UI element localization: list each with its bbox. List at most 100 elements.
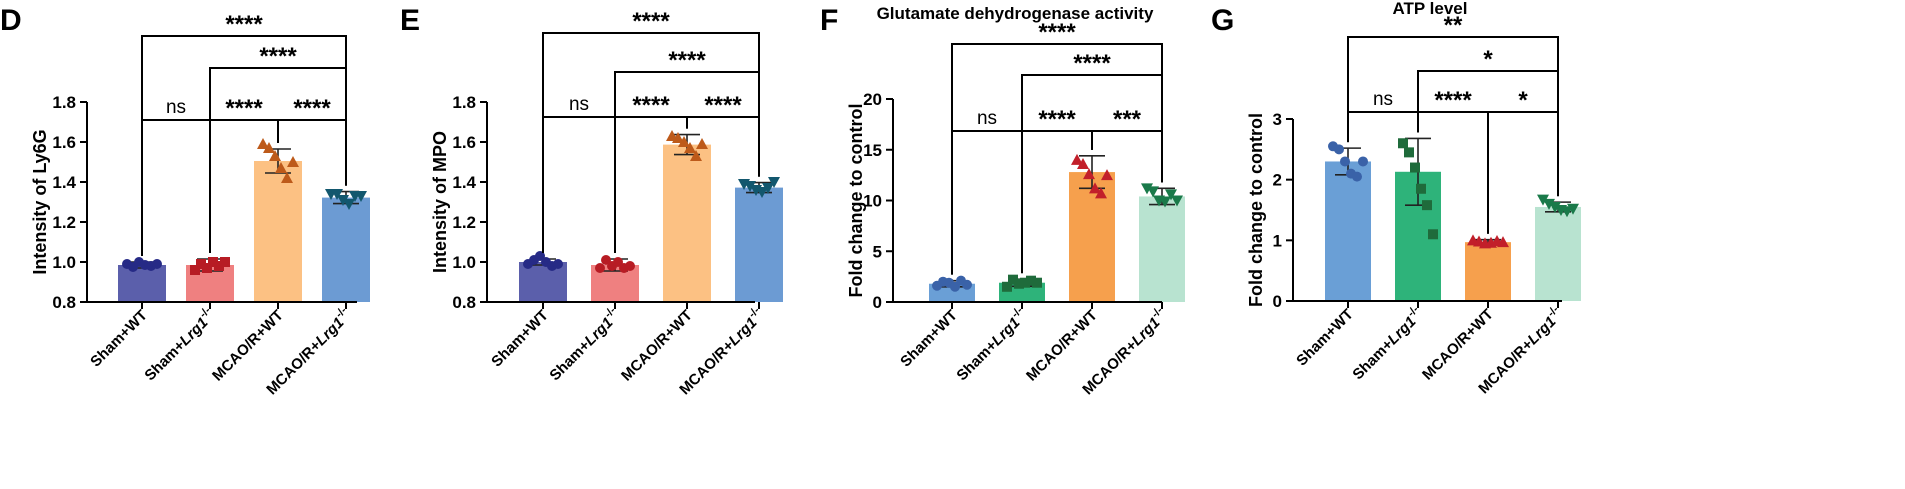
significance-bracket xyxy=(1487,111,1559,234)
category-label: Sham+Lrg1-/- xyxy=(139,304,219,384)
panel-letter: G xyxy=(1211,4,1234,37)
y-axis-label: Fold change to control xyxy=(1246,113,1266,307)
significance-label: ns xyxy=(977,108,997,129)
significance-label: **** xyxy=(225,95,263,122)
y-axis-label: Intensity of Ly6G xyxy=(30,129,50,274)
data-point xyxy=(672,132,684,143)
y-tick-label: 1 xyxy=(1273,231,1282,250)
category-main: MCAO/R+ xyxy=(676,337,737,398)
y-axis-label: Fold change to control xyxy=(846,104,866,298)
category-label: Sham+WT xyxy=(488,307,552,371)
data-point xyxy=(696,138,708,149)
y-tick-label: 1.2 xyxy=(52,213,76,232)
y-tick-label: 10 xyxy=(863,192,882,211)
data-point xyxy=(1404,147,1414,158)
category-label: Sham+Lrg1-/- xyxy=(1347,303,1427,383)
data-point xyxy=(343,199,355,210)
data-point xyxy=(1083,168,1095,180)
data-point xyxy=(1147,186,1159,198)
significance-bracket xyxy=(1091,130,1163,183)
data-point xyxy=(1537,194,1549,206)
significance-label: **** xyxy=(632,8,670,35)
category-main: MCAO/R+WT xyxy=(1023,307,1101,385)
data-point xyxy=(1543,198,1555,210)
data-point xyxy=(196,259,206,269)
data-point xyxy=(1428,229,1438,240)
category-label: MCAO/R+WT xyxy=(209,307,287,385)
significance-label: **** xyxy=(668,47,706,74)
data-point xyxy=(1032,277,1042,288)
category-label: MCAO/R+WT xyxy=(1419,306,1497,384)
data-point xyxy=(1398,138,1408,149)
data-point xyxy=(202,263,212,273)
bar xyxy=(663,144,711,302)
data-point xyxy=(220,257,230,267)
y-tick-label: 0.8 xyxy=(452,293,476,312)
category-main: MCAO/R+ xyxy=(1079,337,1140,398)
data-point xyxy=(1002,281,1012,292)
bar xyxy=(1465,242,1511,301)
bar xyxy=(735,187,783,302)
category-label: MCAO/R+WT xyxy=(618,307,696,385)
data-point xyxy=(1101,169,1113,181)
data-point xyxy=(595,263,605,273)
data-point xyxy=(1071,153,1083,165)
data-point xyxy=(1171,195,1183,207)
data-point xyxy=(355,191,367,202)
category-main: MCAO/R+WT xyxy=(209,307,287,385)
data-point xyxy=(1165,189,1177,201)
data-point xyxy=(190,265,200,275)
significance-label: * xyxy=(1483,46,1493,73)
significance-label: ns xyxy=(166,97,186,118)
significance-label: **** xyxy=(632,92,670,119)
data-point xyxy=(1497,236,1509,248)
y-tick-label: 2 xyxy=(1273,171,1282,190)
bar xyxy=(1139,196,1185,302)
data-point xyxy=(1340,156,1350,167)
panel-letter: F xyxy=(820,4,838,37)
data-point xyxy=(1089,182,1101,194)
y-tick-label: 1.8 xyxy=(52,93,76,112)
y-tick-label: 5 xyxy=(873,242,882,261)
significance-label: **** xyxy=(1434,87,1472,114)
data-point xyxy=(690,150,702,161)
data-point xyxy=(1334,144,1344,155)
category-label: Sham+WT xyxy=(1293,306,1357,370)
data-point xyxy=(1352,171,1362,182)
chart-title: ATP level xyxy=(1393,0,1468,18)
significance-label: **** xyxy=(293,95,331,122)
category-label: Sham+Lrg1-/- xyxy=(544,304,624,384)
data-point xyxy=(1077,157,1089,169)
significance-label: ns xyxy=(569,94,589,115)
category-label: Sham+WT xyxy=(897,307,961,371)
data-point xyxy=(281,172,293,183)
category-main: Sham+WT xyxy=(488,307,552,371)
y-tick-label: 0 xyxy=(1273,292,1282,311)
data-point xyxy=(287,156,299,167)
significance-bracket xyxy=(951,130,1023,275)
significance-label: **** xyxy=(1073,50,1111,77)
significance-bracket xyxy=(1347,36,1559,197)
significance-label: ** xyxy=(1444,12,1463,39)
chart-title: Glutamate dehydrogenase activity xyxy=(877,4,1154,23)
significance-label: **** xyxy=(1038,19,1076,46)
bar xyxy=(1069,172,1115,302)
category-main: Sham+WT xyxy=(897,307,961,371)
data-point xyxy=(768,177,780,188)
significance-label: **** xyxy=(225,11,263,38)
data-point xyxy=(1549,201,1561,213)
data-point xyxy=(214,261,224,271)
data-point xyxy=(1141,183,1153,195)
significance-bracket xyxy=(951,43,1163,275)
data-point xyxy=(263,142,275,153)
data-point xyxy=(1014,278,1024,289)
data-point xyxy=(152,259,162,269)
data-point xyxy=(331,189,343,200)
y-tick-label: 1.6 xyxy=(452,133,476,152)
y-tick-label: 1.4 xyxy=(52,173,76,192)
data-point xyxy=(950,281,960,292)
y-tick-label: 3 xyxy=(1273,110,1282,129)
data-point xyxy=(1416,183,1426,194)
y-tick-label: 0 xyxy=(873,293,882,312)
